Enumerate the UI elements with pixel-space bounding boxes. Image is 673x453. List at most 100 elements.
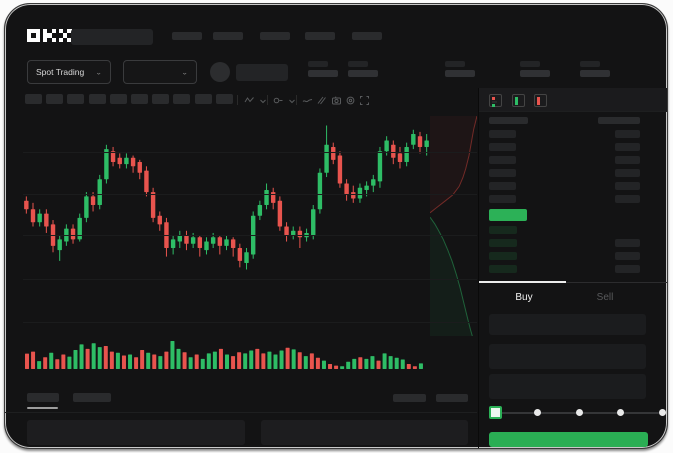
ask-row-3-price[interactable] (489, 156, 516, 164)
ask-row-6-price[interactable] (489, 195, 516, 203)
settings-gear-icon[interactable] (344, 94, 356, 106)
tab-sell[interactable]: Sell (596, 292, 614, 303)
timeframe-button-4[interactable] (88, 94, 106, 104)
candle-36-up (257, 205, 263, 216)
candle-29-up (210, 237, 216, 244)
nav-item-5[interactable] (352, 32, 382, 40)
ticker-stat-5-value (580, 70, 610, 77)
slider-stop-2[interactable] (534, 409, 541, 416)
candlestick-chart[interactable] (23, 116, 430, 336)
candle-41-up (291, 230, 296, 236)
ask-row-5-price[interactable] (489, 182, 516, 190)
pair-name-placeholder[interactable] (236, 64, 288, 81)
candle-51-up (357, 187, 363, 199)
nav-item-4[interactable] (305, 32, 335, 40)
timeframe-button-8[interactable] (173, 94, 191, 104)
slider-stop-4[interactable] (617, 409, 624, 416)
bottom-tab-2[interactable] (73, 393, 111, 402)
indicators-chevron-icon[interactable] (286, 95, 298, 107)
ask-row-2-amount (615, 143, 640, 151)
bottom-tab-1[interactable] (27, 393, 59, 402)
candle-39-down (277, 200, 283, 227)
volume-bars (25, 341, 423, 369)
chevron-down-icon: ⌄ (95, 68, 102, 76)
bid-row-3-price[interactable] (489, 252, 517, 260)
order-total-field[interactable] (489, 374, 646, 399)
timeframe-button-7[interactable] (152, 94, 170, 104)
trendline-tool-icon[interactable] (301, 94, 313, 106)
grid-line-2 (23, 194, 477, 195)
candle-14-down (110, 151, 116, 162)
bottom-action-1[interactable] (393, 394, 426, 402)
order-amount-field[interactable] (489, 344, 646, 369)
ticker-stat-1-label (308, 61, 328, 67)
timeframe-button-10[interactable] (215, 94, 233, 104)
candle-55-up (384, 140, 389, 152)
candle-13-up (104, 149, 109, 180)
slider-stop-3[interactable] (576, 409, 583, 416)
nav-item-2[interactable] (213, 32, 243, 40)
orderbook-toolbar-divider (479, 111, 667, 112)
candle-60-down (417, 136, 423, 147)
bid-row-1-price[interactable] (489, 226, 517, 234)
chevron-down-icon: ⌄ (181, 68, 188, 76)
candle-27-down (197, 237, 203, 248)
bottom-action-2[interactable] (436, 394, 468, 402)
last-price-highlight[interactable] (489, 209, 527, 221)
ask-row-1-price[interactable] (489, 130, 516, 138)
snapshot-camera-icon[interactable] (330, 94, 342, 106)
orderbook-view-bids-icon[interactable] (512, 94, 525, 107)
ticker-stat-3-value (445, 70, 475, 77)
indicators-icon[interactable] (272, 94, 284, 106)
candle-48-down (337, 155, 343, 184)
ticker-stat-5-label (580, 61, 600, 67)
candle-45-up (317, 172, 323, 210)
bid-row-4-price[interactable] (489, 265, 517, 273)
trading-app-window: Spot Trading ⌄ ⌄ (4, 3, 668, 449)
candle-40-down (284, 226, 289, 236)
ask-row-2-price[interactable] (489, 143, 516, 151)
timeframe-button-6[interactable] (131, 94, 148, 104)
timeframe-button-9[interactable] (194, 94, 212, 104)
grid-line-3 (23, 235, 477, 236)
orderbook-view-asks-icon[interactable] (534, 94, 547, 107)
bid-row-2-price[interactable] (489, 239, 517, 247)
buy-submit-button[interactable] (489, 432, 648, 447)
orderbook-view-both-icon[interactable] (489, 94, 502, 107)
bottom-panel-2 (261, 420, 468, 445)
timeframe-button-5[interactable] (109, 94, 127, 104)
candle-47-down (331, 146, 336, 160)
candle-30-down (217, 237, 223, 246)
order-price-field[interactable] (489, 314, 646, 335)
grid-line-5 (23, 322, 477, 323)
chart-type-chevron-icon[interactable] (257, 95, 269, 107)
chart-type-icon[interactable] (243, 94, 255, 106)
nav-item-1[interactable] (172, 32, 202, 40)
candle-26-up (190, 237, 196, 244)
slider-stop-5[interactable] (659, 409, 666, 416)
candle-61-up (424, 140, 429, 147)
slider-stop-1-active[interactable] (489, 406, 502, 419)
tab-buy[interactable]: Buy (515, 292, 533, 303)
pair-selector-dropdown[interactable]: ⌄ (123, 60, 197, 84)
candle-50-down (351, 192, 356, 199)
ask-row-4-price[interactable] (489, 169, 516, 177)
timeframe-button-3[interactable] (67, 94, 85, 104)
candle-44-up (311, 209, 316, 236)
candle-49-down (344, 183, 349, 195)
candle-25-down (184, 235, 189, 244)
market-type-selector[interactable]: Spot Trading ⌄ (27, 60, 111, 84)
grid-line-1 (23, 152, 477, 153)
compare-icon[interactable] (315, 94, 327, 106)
nav-item-3[interactable] (260, 32, 290, 40)
market-type-label: Spot Trading (36, 67, 85, 77)
timeframe-button-1[interactable] (25, 94, 42, 104)
timeframe-button-2[interactable] (46, 94, 64, 104)
toolbar-divider (296, 95, 297, 105)
fullscreen-icon[interactable] (358, 94, 370, 106)
bid-row-3-amount (615, 252, 640, 260)
active-tab-indicator (479, 281, 566, 283)
candle-16-up (124, 157, 129, 165)
search-input[interactable] (71, 29, 153, 45)
